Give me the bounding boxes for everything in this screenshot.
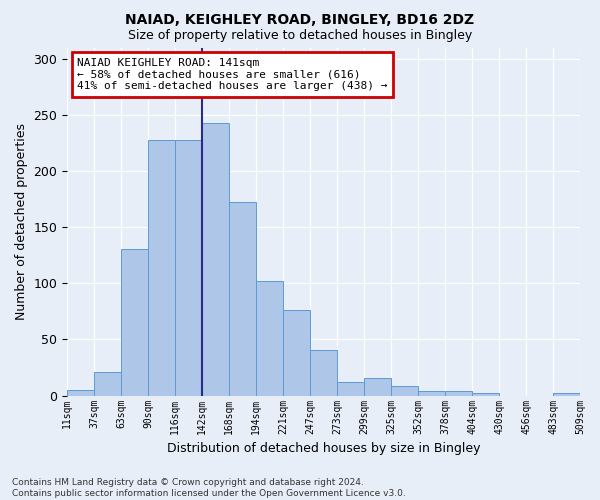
Bar [364, 378, 391, 396]
Bar [202, 122, 229, 396]
Bar [148, 140, 175, 396]
Bar [310, 350, 337, 396]
Bar [94, 372, 121, 396]
Bar [283, 310, 310, 396]
Bar [418, 391, 445, 396]
Bar [337, 382, 364, 396]
Bar [445, 391, 472, 396]
Bar [391, 386, 418, 396]
Bar [256, 281, 283, 396]
Bar [121, 248, 148, 396]
Text: Contains HM Land Registry data © Crown copyright and database right 2024.
Contai: Contains HM Land Registry data © Crown c… [12, 478, 406, 498]
Bar [175, 140, 202, 396]
Text: NAIAD KEIGHLEY ROAD: 141sqm
← 58% of detached houses are smaller (616)
41% of se: NAIAD KEIGHLEY ROAD: 141sqm ← 58% of det… [77, 58, 388, 91]
Bar [553, 394, 580, 396]
Bar [67, 390, 94, 396]
Y-axis label: Number of detached properties: Number of detached properties [15, 123, 28, 320]
Text: NAIAD, KEIGHLEY ROAD, BINGLEY, BD16 2DZ: NAIAD, KEIGHLEY ROAD, BINGLEY, BD16 2DZ [125, 12, 475, 26]
Bar [472, 394, 499, 396]
Text: Size of property relative to detached houses in Bingley: Size of property relative to detached ho… [128, 29, 472, 42]
X-axis label: Distribution of detached houses by size in Bingley: Distribution of detached houses by size … [167, 442, 481, 455]
Bar [229, 202, 256, 396]
